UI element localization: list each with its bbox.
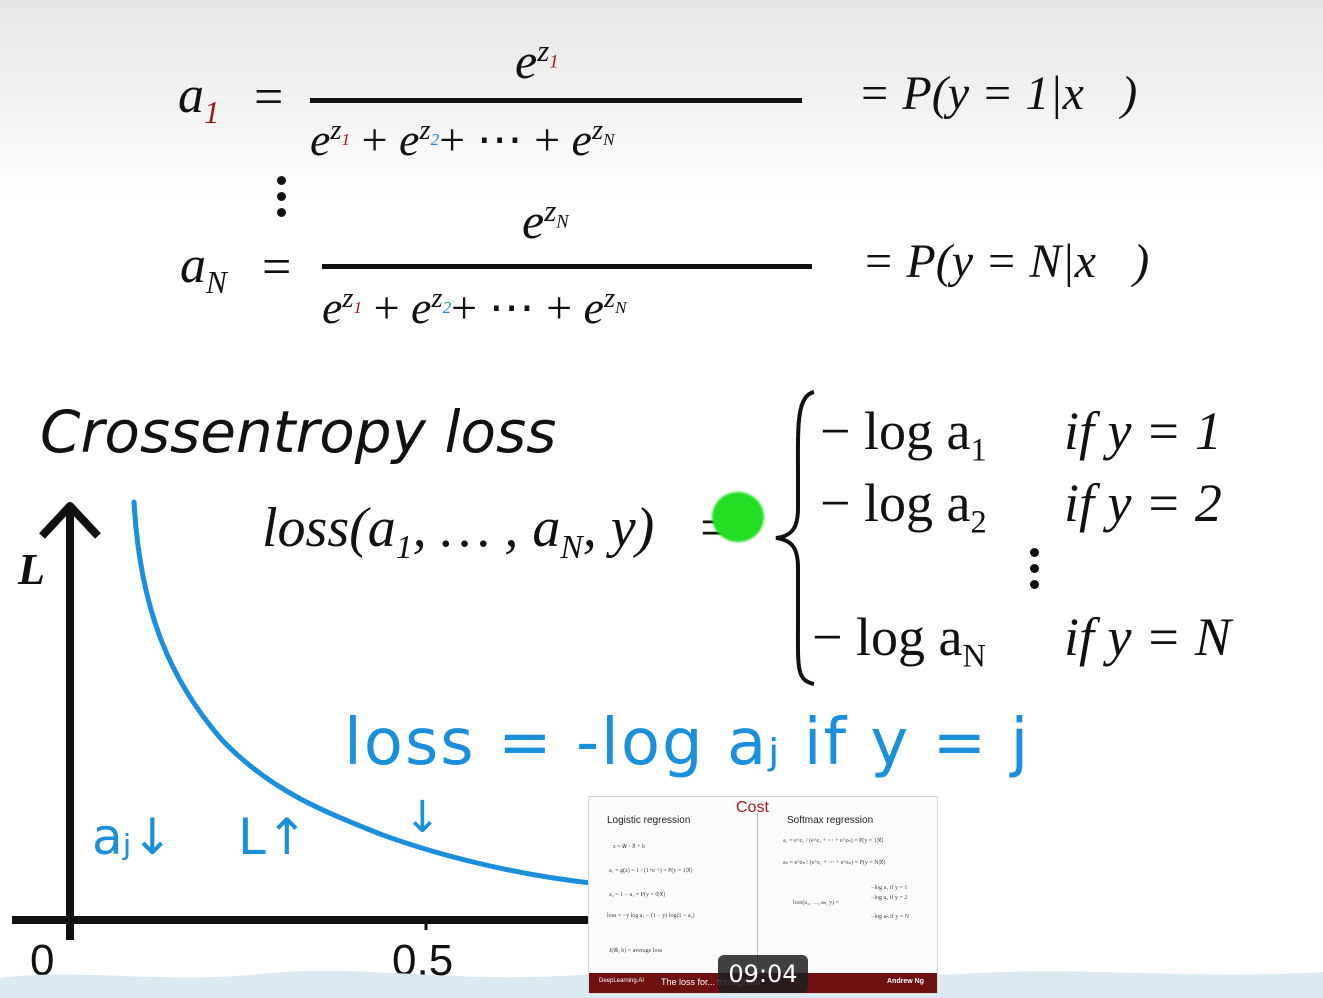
thumb-right-line-4: −log a₁ if y = 1 xyxy=(871,885,908,891)
thumb-right-line-1: a₁ = e^z₁ / (e^z₁ + ⋯ + e^zₙ) = P(y = 1|… xyxy=(783,838,884,844)
thumbnail-left-heading: Logistic regression xyxy=(607,815,691,826)
probability-rhs-2: = P(y = N|x⃗) xyxy=(862,235,1150,288)
numerator-2: ezN xyxy=(522,192,569,249)
handwritten-loss-rule: loss = -log aⱼ if y = j xyxy=(344,706,1031,780)
equals-sign-1: = xyxy=(254,69,284,126)
denominator-1: ez1 + ez2+ ⋯ + ezN xyxy=(310,114,615,165)
thumbnail-footer-brand: DeepLearning.AI xyxy=(599,978,645,984)
y-axis-label: L xyxy=(18,545,45,594)
vertical-ellipsis xyxy=(275,176,287,224)
loss-expression: loss(a1, … , aN, y) xyxy=(262,497,655,566)
y-axis-arrow xyxy=(39,502,101,539)
numerator-1: ez1 xyxy=(515,32,559,89)
cases-brace xyxy=(775,390,815,686)
thumbnail-footer-author: Andrew Ng xyxy=(887,978,924,985)
thumbnail-title: Cost xyxy=(736,799,769,816)
case-N-condition: if y = N xyxy=(1064,607,1231,667)
handwritten-aj-down: aⱼ↓ xyxy=(92,808,174,866)
thumb-right-line-2: aₙ = e^zₙ / (e^z₁ + ⋯ + e^zₙ) = P(y = N|… xyxy=(783,860,886,866)
scrub-timestamp: 09:04 xyxy=(718,955,808,993)
thumb-left-line-1: z = w⃗ · x⃗ + b xyxy=(613,844,645,850)
thumb-left-line-4: loss = −y log a₁ − (1 − y) log(1 − a₂) xyxy=(607,913,695,919)
loss-curve xyxy=(131,499,600,887)
handwritten-arrow-down: ↓ xyxy=(404,792,441,843)
case-2-expr: − log a2 xyxy=(820,473,987,541)
thumbnail-divider xyxy=(757,813,758,963)
cases-vertical-ellipsis xyxy=(1028,548,1040,596)
handwritten-L-up: L↑ xyxy=(238,808,308,866)
case-N-expr: − log aN xyxy=(812,607,986,675)
thumbnail-footer-caption: The loss for... through an xyxy=(661,977,761,987)
green-marker-dot xyxy=(712,492,764,542)
scrub-preview-thumbnail: Cost Logistic regression Softmax regress… xyxy=(588,796,938,994)
case-1-condition: if y = 1 xyxy=(1064,401,1222,461)
fraction-bar-1 xyxy=(310,98,802,103)
aN-lhs: aN xyxy=(180,237,227,300)
fraction-bar-2 xyxy=(322,264,812,269)
thumbnail-right-heading: Softmax regression xyxy=(787,815,874,826)
thumb-right-line-6: −log aₙ if y = N xyxy=(871,914,909,920)
thumb-right-line-3: loss(a₁, …, aₙ, y) = xyxy=(793,900,840,906)
thumb-right-line-5: −log a₂ if y = 2 xyxy=(871,895,908,901)
thumb-left-line-2: a₁ = g(z) = 1 / (1+e⁻ᶻ) = P(y = 1|x⃗) xyxy=(609,868,693,874)
crossentropy-title: Crossentropy loss xyxy=(40,398,557,466)
probability-rhs-1: = P(y = 1|x⃗) xyxy=(858,67,1138,120)
a1-lhs: a1 xyxy=(178,67,220,130)
thumb-left-line-3: a₂ = 1 − a₁ = P(y = 0|x⃗) xyxy=(609,892,666,898)
thumb-left-line-5: J(w⃗, b) = average loss xyxy=(609,948,663,954)
loss-graph xyxy=(12,499,600,940)
case-1-expr: − log a1 xyxy=(820,401,987,469)
equals-sign-2: = xyxy=(262,239,292,296)
case-2-condition: if y = 2 xyxy=(1064,473,1222,533)
denominator-2: ez1 + ez2+ ⋯ + ezN xyxy=(322,282,627,333)
